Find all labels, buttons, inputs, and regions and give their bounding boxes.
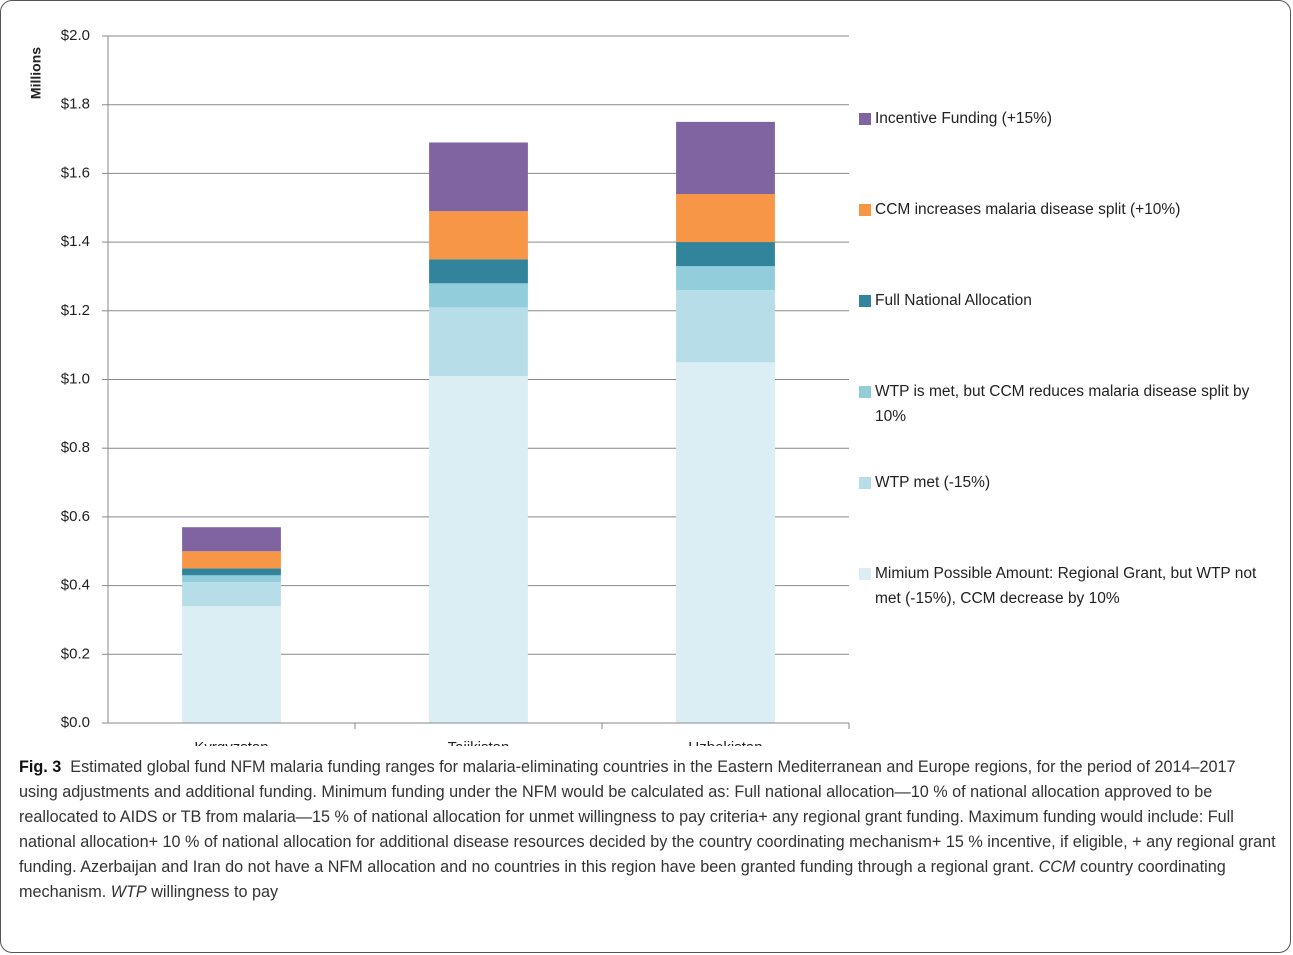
caption-label: Fig. 3: [19, 758, 62, 776]
bar-segment: [676, 362, 775, 723]
legend-item: Mimium Possible Amount: Regional Grant, …: [859, 561, 1284, 611]
caption-text: Estimated global fund NFM malaria fundin…: [19, 758, 1276, 876]
bar-segment: [182, 606, 281, 723]
legend-label: Full National Allocation: [875, 292, 1032, 309]
x-tick-label: Kyrgyzstan: [194, 739, 268, 746]
bar-segment: [676, 290, 775, 363]
bar-segment: [429, 376, 528, 723]
y-tick-label: $1.8: [61, 96, 90, 113]
y-tick-label: $0.6: [61, 508, 90, 525]
bar-segment: [676, 242, 775, 267]
legend-swatch: [859, 386, 871, 398]
y-tick-label: $1.4: [61, 233, 90, 250]
y-tick-label: $2.0: [61, 27, 90, 44]
bar-segment: [182, 575, 281, 583]
caption: Fig. 3 Estimated global fund NFM malaria…: [19, 755, 1277, 905]
y-tick-label: $0.8: [61, 439, 90, 456]
y-tick-label: $0.2: [61, 645, 90, 662]
y-tick-label: $0.0: [61, 714, 90, 731]
bar-segment: [182, 527, 281, 552]
legend-item: WTP met (-15%): [859, 470, 1284, 495]
chart: Millions $0.0 $0.2 $0.4 $0.6 $0.8 $1.0 $1.2 $1.…: [28, 27, 850, 746]
x-tick-label: Uzbekistan: [688, 739, 762, 746]
caption-abbr: CCM: [1038, 858, 1076, 876]
bar-segment: [182, 582, 281, 607]
bar-segment: [429, 211, 528, 260]
legend-label: WTP is met, but CCM reduces malaria dise…: [875, 383, 1250, 425]
y-axis-label: Millions: [28, 47, 44, 99]
bar-segment: [676, 194, 775, 243]
x-tick-label: Tajikistan: [448, 739, 510, 746]
bar-segment: [676, 121, 775, 195]
legend-item: CCM increases malaria disease split (+10…: [859, 197, 1284, 222]
legend-swatch: [859, 204, 871, 216]
legend-swatch: [859, 113, 871, 125]
legend-swatch: [859, 295, 871, 307]
caption-text: country coordinating mechanism.: [19, 858, 1226, 901]
caption-abbr: WTP: [110, 883, 147, 901]
bar-segment: [429, 142, 528, 212]
legend-item: Incentive Funding (+15%): [859, 106, 1284, 131]
y-tick-label: $1.0: [61, 370, 90, 387]
legend-swatch: [859, 568, 871, 580]
y-tick-label: $1.6: [61, 164, 90, 181]
legend-swatch: [859, 477, 871, 489]
caption-text: willingness to pay: [146, 883, 279, 901]
bar-segment: [182, 551, 281, 569]
legend-label: CCM increases malaria disease split (+10…: [875, 201, 1181, 218]
legend-label: WTP met (-15%): [875, 474, 991, 491]
y-tick-label: $0.4: [61, 577, 90, 594]
legend-label: Mimium Possible Amount: Regional Grant, …: [875, 565, 1257, 607]
legend-label: Incentive Funding (+15%): [875, 110, 1053, 127]
legend-item: WTP is met, but CCM reduces malaria dise…: [859, 379, 1284, 429]
bar-segment: [429, 307, 528, 377]
bar-segment: [429, 283, 528, 308]
bar-segment: [429, 259, 528, 284]
bar-segment: [676, 266, 775, 291]
bar-segment: [182, 568, 281, 576]
legend-item: Full National Allocation: [859, 288, 1284, 313]
y-tick-label: $1.2: [61, 302, 90, 319]
